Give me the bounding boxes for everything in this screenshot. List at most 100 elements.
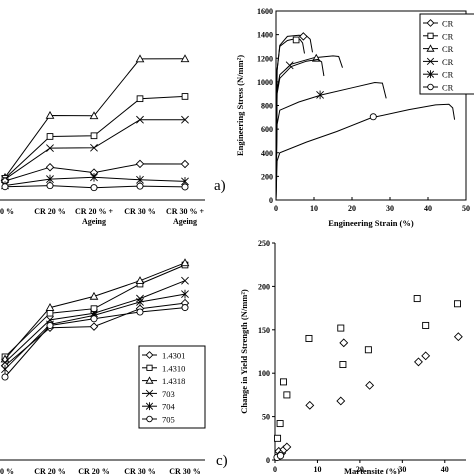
scatter-0-point-9: [422, 321, 430, 329]
series-3-point-0: [1, 358, 9, 367]
series-2-point-3: [136, 115, 144, 124]
curve-1-marker: [292, 36, 300, 44]
series-3-point-3: [135, 159, 145, 169]
series-4-point-2: [90, 172, 98, 182]
scatter-0-point-1: [276, 420, 284, 428]
curve-4-marker: [316, 90, 324, 100]
series-3-point-1: [45, 162, 55, 172]
x-tick-label-0: 0: [273, 465, 277, 474]
x-tick-label-1: 10: [310, 204, 318, 213]
legend-label-4: CR: [442, 70, 454, 80]
scatter-1-point-9: [421, 351, 431, 361]
legend-marker-2: [426, 44, 435, 52]
series-4-point-1: [46, 174, 54, 184]
x-tick-label-2: 20: [356, 465, 364, 474]
series-5-point-3: [136, 182, 144, 190]
x-tick-label-4-0: CR 30 % +: [166, 207, 205, 216]
series-5-point-0: [1, 373, 9, 381]
scatter-0-point-6: [339, 361, 347, 369]
legend-label-3: 703: [162, 389, 175, 399]
scatter-0-point-0: [274, 434, 282, 442]
series-1-point-2: [90, 132, 98, 140]
x-tick-label-3: 30: [386, 204, 394, 213]
series-0-point-2: [89, 322, 99, 331]
scatter-0-point-8: [413, 295, 421, 303]
y-tick-label-6: 1200: [257, 54, 273, 63]
legend-label-1: 1.4310: [162, 363, 185, 373]
legend-marker-1: [146, 364, 153, 371]
scatter-1-point-7: [365, 380, 375, 390]
legend-label-4: 704: [162, 402, 176, 412]
scatter-0-point-3: [283, 391, 291, 399]
y-tick-label-4: 800: [261, 102, 273, 111]
y-axis-label: Engineering Stress (N/mm²): [235, 55, 245, 156]
y-tick-label-2: 400: [261, 149, 273, 158]
series-0-point-2: [89, 111, 99, 120]
series-1-point-3: [136, 95, 144, 103]
scatter-1-point-8: [414, 357, 423, 367]
x-tick-label-2: 20: [348, 204, 356, 213]
series-5-point-2: [90, 315, 98, 323]
x-tick-label-3-0: CR 30 %: [124, 467, 156, 474]
series-4-point-3: [136, 297, 144, 307]
x-tick-label-1-0: CR 20 %: [34, 467, 66, 474]
scatter-1-point-5: [336, 396, 346, 406]
curve-1: [275, 38, 305, 201]
legend-marker-3: [145, 389, 154, 398]
legend-box: [138, 345, 206, 429]
y-tick-label-8: 1600: [257, 7, 273, 16]
legend-marker-1: [427, 32, 434, 39]
legend: CR CR CR CR CR CR: [419, 13, 474, 95]
scatter-0-point-4: [305, 334, 313, 342]
series-2-point-2: [90, 143, 98, 152]
series-3-point-4: [180, 159, 190, 169]
legend-marker-5: [146, 415, 153, 423]
series-5-point-1: [46, 321, 54, 329]
series-0-point-4: [180, 54, 190, 63]
scatter-2-point-1: [276, 451, 285, 460]
series-1-point-1: [46, 309, 54, 317]
x-tick-label-5: 50: [462, 204, 470, 213]
legend-label-5: CR: [442, 83, 454, 93]
x-tick-label-0: 0: [274, 204, 278, 213]
legend-label-3: CR: [442, 57, 454, 67]
y-tick-label-0: 0: [266, 456, 270, 465]
y-tick-label-4: 200: [258, 282, 270, 291]
legend-box: [419, 13, 474, 95]
y-tick-label-5: 250: [258, 239, 270, 248]
curve-2: [275, 55, 343, 201]
legend-marker-5: [427, 83, 434, 91]
x-tick-label-2-0: CR 20 %: [78, 467, 110, 474]
y-tick-label-7: 1400: [257, 31, 273, 40]
series-4-point-4: [181, 289, 189, 299]
x-tick-label-3: 30: [398, 465, 406, 474]
x-axis-label: Martensite (%): [344, 466, 400, 474]
x-tick-label-4-0: CR 30 %: [169, 467, 201, 474]
y-tick-label-0: 0: [269, 196, 273, 205]
series-5-point-0: [1, 183, 9, 191]
scatter-1-point-10: [453, 332, 463, 342]
legend-label-0: 1.4301: [162, 351, 185, 361]
series-2-point-1: [46, 144, 54, 153]
legend-marker-4: [145, 402, 154, 411]
legend-marker-0: [145, 351, 154, 359]
x-tick-label-3-0: CR 30 %: [124, 207, 156, 216]
curve-5-marker: [369, 113, 377, 121]
series-2-point-4: [181, 115, 189, 124]
scatter-0-point-2: [279, 378, 287, 386]
series-5-point-1: [46, 182, 54, 190]
panel-bottom-right: 0 50 100 150 200 250 0 10 20 30 40 Martensite (%) Ch…: [239, 239, 466, 474]
series-1-point-4: [181, 93, 189, 100]
series-2-point-3: [135, 276, 145, 285]
x-tick-label-4-1: Ageing: [173, 217, 197, 226]
y-tick-label-2: 100: [258, 369, 270, 378]
x-tick-label-1: 10: [313, 465, 321, 474]
scatter-1-point-3: [282, 442, 292, 452]
curve-4: [275, 81, 387, 201]
scatter-0-point-5: [337, 324, 345, 332]
series-3-point-4: [181, 276, 189, 285]
curve-0-marker: [299, 32, 308, 41]
